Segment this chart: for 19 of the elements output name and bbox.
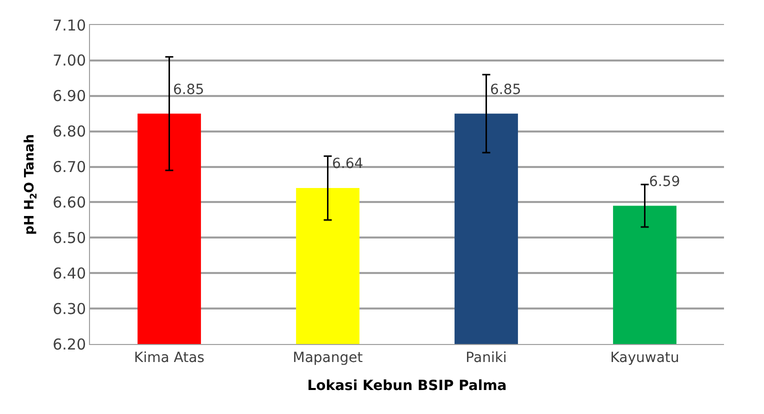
x-tick-label: Kima Atas	[134, 350, 204, 366]
y-tick-label: 7.10	[52, 16, 86, 34]
y-tick-label: 6.50	[52, 228, 86, 247]
y-tick-label: 6.70	[52, 158, 86, 176]
data-label: 6.85	[490, 82, 522, 98]
x-axis-title: Lokasi Kebun BSIP Palma	[307, 378, 507, 394]
x-tick-label: Kayuwatu	[610, 350, 680, 366]
y-tick-label: 6.30	[52, 300, 86, 318]
y-tick-label: 6.20	[52, 335, 86, 354]
data-label: 6.64	[332, 156, 364, 172]
y-tick-label: 6.80	[52, 122, 86, 141]
y-tick-label: 7.00	[52, 52, 86, 70]
x-tick-label: Mapanget	[292, 350, 364, 366]
data-label: 6.85	[173, 82, 204, 98]
y-tick-label: 6.90	[52, 87, 86, 106]
x-tick-label: Paniki	[466, 350, 507, 366]
y-tick-label: 6.40	[52, 264, 86, 282]
data-label: 6.59	[649, 174, 680, 190]
y-tick-label: 6.60	[52, 193, 86, 212]
